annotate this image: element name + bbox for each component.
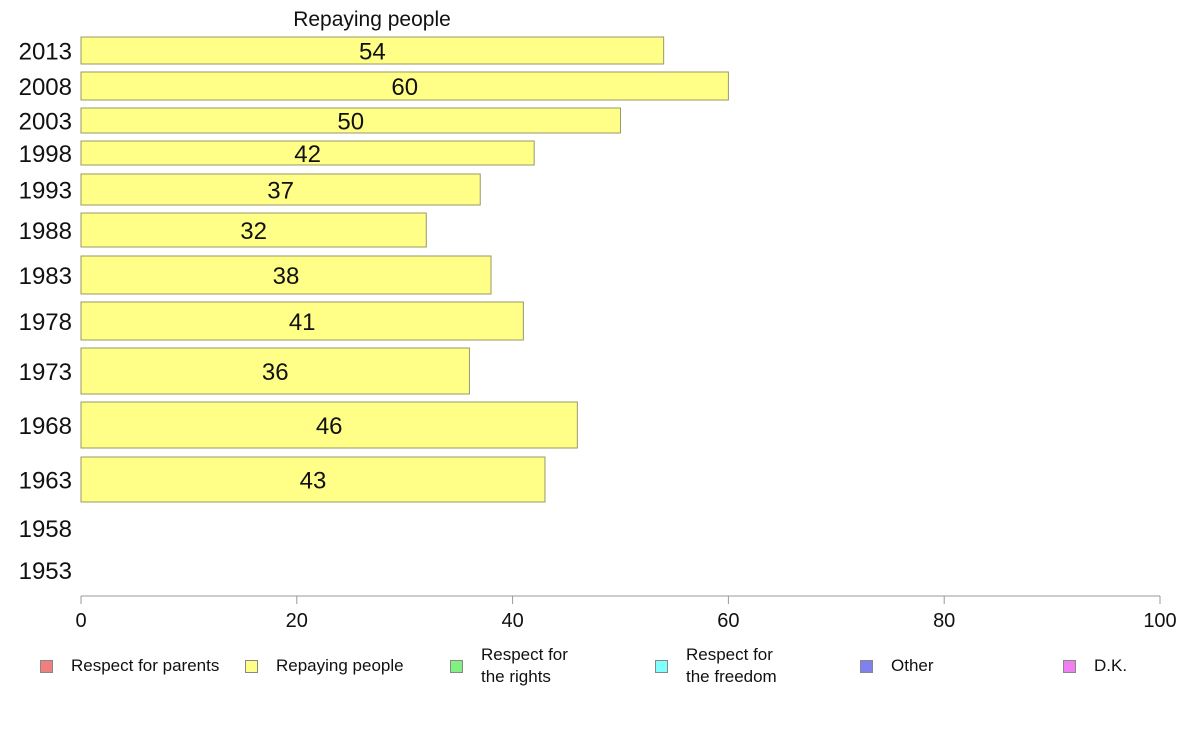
bar-value-label-2003: 50 — [337, 109, 364, 136]
year-label-1983: 1983 — [19, 263, 72, 290]
legend-swatch — [860, 659, 873, 673]
bar-value-label-1998: 42 — [294, 141, 321, 168]
legend-label: Repaying people — [276, 656, 404, 675]
bar-1968 — [80, 401, 578, 449]
x-tick-label-0: 0 — [75, 610, 86, 632]
x-tick-label-20: 20 — [286, 610, 308, 632]
legend-swatch — [655, 659, 668, 673]
bar-value-label-1963: 43 — [300, 468, 327, 495]
year-label-2003: 2003 — [19, 109, 72, 136]
bar-1983 — [80, 255, 492, 295]
legend-item: D.K. — [1063, 643, 1127, 689]
year-label-2013: 2013 — [19, 39, 72, 66]
bar-2013 — [80, 36, 665, 65]
legend-swatch — [1063, 659, 1076, 673]
year-label-1978: 1978 — [19, 309, 72, 336]
legend-swatch — [40, 659, 53, 673]
bar-value-label-1973: 36 — [262, 359, 289, 386]
bar-value-label-1978: 41 — [289, 309, 316, 336]
year-label-1953: 1953 — [19, 558, 72, 585]
legend-swatch — [450, 659, 463, 673]
x-tick-label-40: 40 — [501, 610, 523, 632]
bar-value-label-1968: 46 — [316, 413, 343, 440]
legend-item: Repaying people — [245, 643, 404, 689]
bar-value-label-2008: 60 — [391, 74, 418, 101]
bar-1978 — [80, 301, 524, 341]
legend-label: D.K. — [1094, 656, 1128, 675]
year-label-1973: 1973 — [19, 359, 72, 386]
bar-1963 — [80, 456, 546, 503]
year-label-1968: 1968 — [19, 413, 72, 440]
legend-item: Other — [860, 643, 934, 689]
bar-value-label-2013: 54 — [359, 39, 386, 66]
x-axis: 0 20 40 60 80 100 — [75, 595, 1177, 632]
legend-item: Respect for parents — [40, 643, 219, 689]
x-tick-label-80: 80 — [933, 610, 955, 632]
year-label-1988: 1988 — [19, 218, 72, 245]
legend-item: Respect for the freedom — [655, 643, 777, 689]
year-label-1998: 1998 — [19, 141, 72, 168]
legend-label: Respect for parents — [71, 656, 220, 675]
bar-2008 — [80, 71, 729, 101]
x-tick-label-60: 60 — [717, 610, 739, 632]
x-tick-label-100: 100 — [1143, 610, 1176, 632]
bar-value-label-1983: 38 — [273, 263, 300, 290]
legend-label: Other — [891, 656, 934, 675]
bar-1993 — [80, 173, 481, 206]
year-labels: 2013 2008 2003 1998 1993 1988 1983 1978 1973 1968… — [19, 39, 72, 586]
year-label-1958: 1958 — [19, 516, 72, 543]
year-label-1993: 1993 — [19, 178, 72, 205]
legend-label: Respect for the rights — [481, 645, 568, 686]
year-label-2008: 2008 — [19, 74, 72, 101]
bar-1998 — [80, 140, 535, 166]
bar-1973 — [80, 347, 470, 395]
bar-value-label-1988: 32 — [240, 218, 267, 245]
bar-1988 — [80, 212, 427, 248]
legend-swatch — [245, 659, 258, 673]
legend: Respect for parents Repaying people Respec… — [0, 643, 1188, 693]
bar-value-label-1993: 37 — [267, 178, 294, 205]
legend-label: Respect for the freedom — [686, 645, 777, 686]
bar-2003 — [80, 107, 621, 134]
legend-item: Respect for the rights — [450, 643, 568, 689]
year-label-1963: 1963 — [19, 468, 72, 495]
chart-title: Repaying people — [293, 8, 451, 31]
